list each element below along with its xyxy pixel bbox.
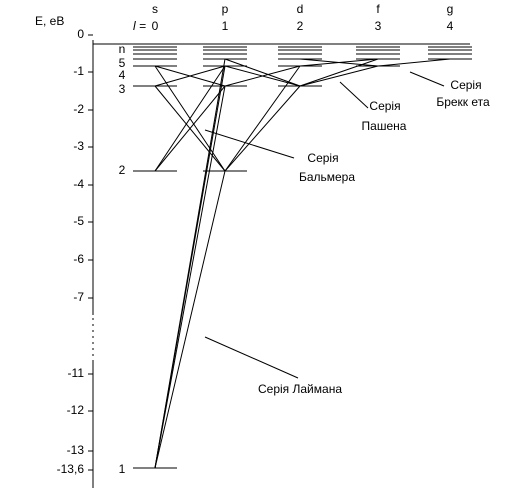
orbital-symbol: l = xyxy=(133,19,146,33)
transition xyxy=(224,65,301,87)
tick-label: -13 xyxy=(67,443,85,457)
level-label: 1 xyxy=(119,462,126,476)
transition xyxy=(154,85,226,469)
tick-label: 0 xyxy=(77,27,84,41)
tick-label: -2 xyxy=(73,102,84,116)
transition xyxy=(154,58,226,469)
tick-label: -1 xyxy=(73,64,84,78)
tick-label: -6 xyxy=(73,252,84,266)
level-label: 5 xyxy=(119,56,126,70)
tick-label: -7 xyxy=(73,290,84,304)
column-letter: p xyxy=(222,2,229,16)
transition xyxy=(154,170,226,469)
series-label: Пашена xyxy=(362,119,407,133)
level-label: n xyxy=(119,42,126,56)
column-letter: d xyxy=(297,2,304,16)
transition xyxy=(299,58,379,67)
column-l: 0 xyxy=(152,19,159,33)
transition xyxy=(224,58,301,87)
column-l: 3 xyxy=(375,19,382,33)
column-l: 2 xyxy=(297,19,304,33)
column-l: 4 xyxy=(447,19,454,33)
pointer xyxy=(204,336,299,379)
series-label: Серія xyxy=(307,151,338,165)
column-l: 1 xyxy=(222,19,229,33)
pointer xyxy=(339,81,369,109)
tick-label: -13,6 xyxy=(57,462,85,476)
tick-label: -4 xyxy=(73,177,84,191)
column-letter: f xyxy=(376,2,380,16)
series-label: Бальмера xyxy=(299,170,355,184)
pointer xyxy=(204,129,295,159)
axis-label: E, eB xyxy=(35,14,64,28)
column-letter: s xyxy=(152,2,158,16)
transition xyxy=(299,58,379,87)
level-label: 3 xyxy=(119,82,126,96)
series-label: Серія xyxy=(369,99,400,113)
transition xyxy=(377,58,451,67)
series-label: Серія Лаймана xyxy=(258,382,342,396)
transition xyxy=(154,65,226,172)
tick-label: -11 xyxy=(68,366,85,380)
column-letter: g xyxy=(447,2,454,16)
level-label: 2 xyxy=(119,163,126,177)
tick-label: -12 xyxy=(67,403,85,417)
level-label: 4 xyxy=(119,68,126,82)
tick-label: -3 xyxy=(73,139,84,153)
transition xyxy=(299,65,379,87)
series-label: Брекк ета xyxy=(436,95,490,109)
transition xyxy=(224,65,301,172)
transition xyxy=(224,85,301,172)
series-label: Серія xyxy=(450,78,481,92)
transition xyxy=(154,65,226,87)
tick-label: -5 xyxy=(73,214,84,228)
transition xyxy=(154,85,226,172)
pointer xyxy=(409,71,445,87)
